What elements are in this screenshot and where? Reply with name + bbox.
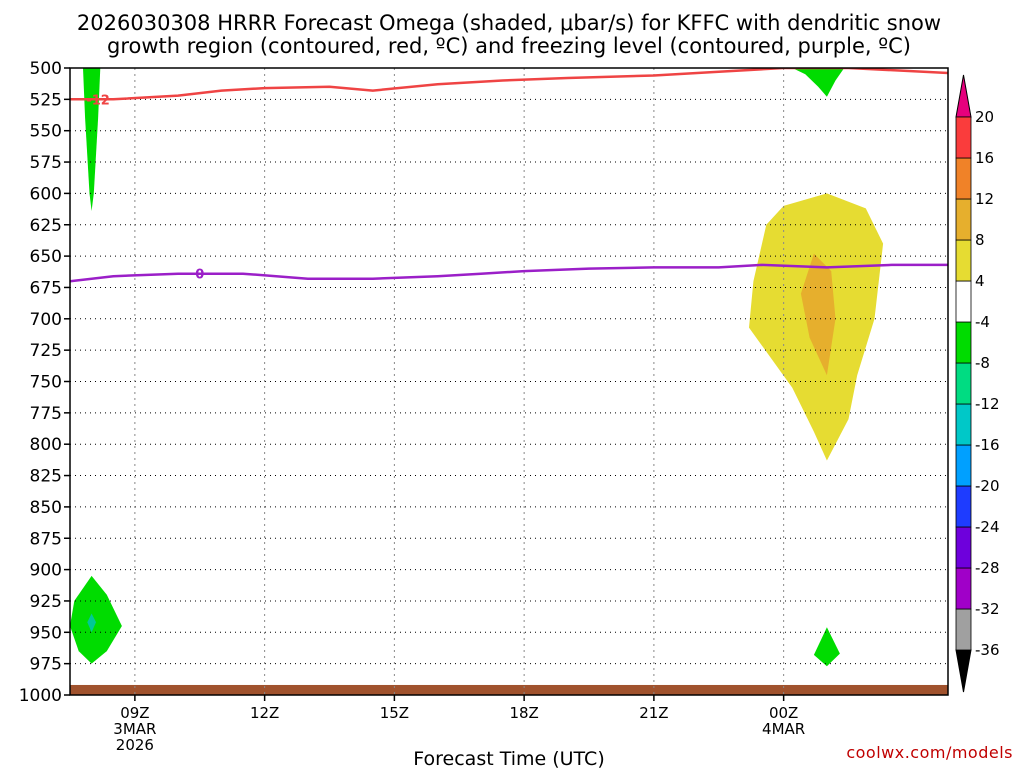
- y-tick-label-625: 625: [30, 216, 62, 236]
- terrain-band: [70, 684, 948, 695]
- colorbar-segment-7: [955, 321, 972, 364]
- chart-title-line2: growth region (contoured, red, ºC) and f…: [107, 34, 911, 58]
- y-tick-label-1000: 1000: [19, 686, 62, 706]
- omega-region-0: [83, 68, 101, 211]
- colorbar: -36 -32 -28 -24 -20 -16 -12 -8 -4 4 8 12 16 20: [955, 74, 1000, 693]
- y-tick-label-675: 675: [30, 278, 62, 298]
- y-tick-label-750: 750: [30, 373, 62, 393]
- colorbar-label-12: 16: [975, 149, 994, 167]
- colorbar-label-2: -28: [975, 559, 1000, 577]
- y-tick-label-650: 650: [30, 247, 62, 267]
- credit-text: coolwx.com/models: [846, 743, 1013, 762]
- y-tick-label-775: 775: [30, 404, 62, 424]
- x-tick-label-15Z: 15Z: [380, 704, 409, 722]
- x-year-label-2026: 2026: [116, 736, 154, 754]
- colorbar-under-triangle: [955, 649, 972, 693]
- freezing-level-line-label: 0: [195, 268, 204, 283]
- omega-region-1: [792, 68, 845, 97]
- colorbar-segment-5: [955, 403, 972, 446]
- y-tick-label-525: 525: [30, 90, 62, 110]
- x-date-label-3MAR: 3MAR: [113, 720, 156, 738]
- y-tick-label-950: 950: [30, 623, 62, 643]
- x-tick-label-00Z: 00Z: [769, 704, 798, 722]
- colorbar-segment-8: [955, 280, 972, 323]
- colorbar-label-0: -36: [975, 641, 1000, 659]
- y-tick-label-875: 875: [30, 529, 62, 549]
- colorbar-label-9: 4: [975, 272, 985, 290]
- omega-region-2: [70, 575, 122, 664]
- colorbar-label-3: -24: [975, 518, 1000, 536]
- colorbar-label-6: -12: [975, 395, 1000, 413]
- colorbar-over-triangle: [955, 74, 972, 118]
- y-tick-label-600: 600: [30, 184, 62, 204]
- x-tick-label-12Z: 12Z: [250, 704, 279, 722]
- colorbar-label-8: -4: [975, 313, 990, 331]
- colorbar-segment-0: [955, 608, 972, 651]
- colorbar-segment-3: [955, 485, 972, 528]
- x-tick-label-09Z: 09Z: [120, 704, 149, 722]
- colorbar-segment-1: [955, 567, 972, 610]
- colorbar-segment-6: [955, 362, 972, 405]
- x-axis-label: Forecast Time (UTC): [413, 748, 604, 768]
- y-tick-label-925: 925: [30, 592, 62, 612]
- colorbar-segment-11: [955, 157, 972, 200]
- x-tick-label-18Z: 18Z: [509, 704, 538, 722]
- colorbar-label-1: -32: [975, 600, 1000, 618]
- y-tick-label-550: 550: [30, 122, 62, 142]
- colorbar-segment-4: [955, 444, 972, 487]
- y-tick-label-975: 975: [30, 655, 62, 675]
- y-tick-label-850: 850: [30, 498, 62, 518]
- dgz-contour-line: [70, 68, 948, 101]
- y-tick-label-575: 575: [30, 153, 62, 173]
- colorbar-label-13: 20: [975, 108, 994, 126]
- omega-region-4: [813, 627, 840, 667]
- colorbar-label-7: -8: [975, 354, 990, 372]
- colorbar-label-5: -16: [975, 436, 1000, 454]
- omega-region-3: [87, 613, 96, 633]
- y-tick-label-825: 825: [30, 467, 62, 487]
- y-tick-label-725: 725: [30, 341, 62, 361]
- colorbar-segment-2: [955, 526, 972, 569]
- colorbar-label-10: 8: [975, 231, 985, 249]
- freezing-level-line: [70, 263, 948, 283]
- y-tick-label-900: 900: [30, 561, 62, 581]
- colorbar-segment-12: [955, 116, 972, 159]
- x-tick-label-21Z: 21Z: [639, 704, 668, 722]
- y-tick-label-500: 500: [30, 59, 62, 79]
- plot-area: -12 0: [69, 67, 949, 696]
- omega-region-6: [800, 253, 836, 376]
- dgz-contour-line-label: -12: [86, 93, 110, 108]
- y-tick-label-800: 800: [30, 435, 62, 455]
- colorbar-label-11: 12: [975, 190, 994, 208]
- y-tick-label-700: 700: [30, 310, 62, 330]
- colorbar-segment-9: [955, 239, 972, 282]
- y-axis: 500 525 550 575 600 625 650 675 700 725 750 775 800 8…: [19, 59, 70, 706]
- x-date-label-4MAR: 4MAR: [762, 720, 805, 738]
- chart-title-line1: 2026030308 HRRR Forecast Omega (shaded, …: [77, 11, 941, 35]
- colorbar-segment-10: [955, 198, 972, 241]
- colorbar-label-4: -20: [975, 477, 1000, 495]
